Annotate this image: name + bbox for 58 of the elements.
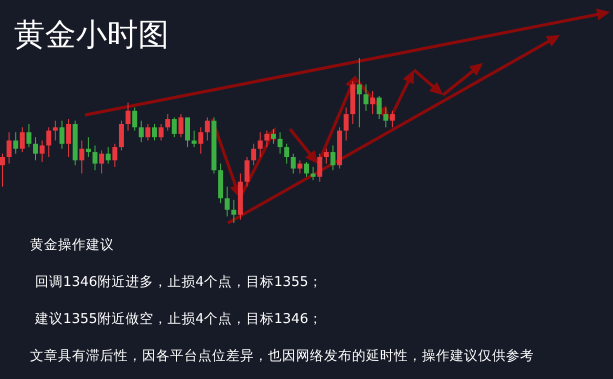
candlestick	[13, 132, 18, 154]
candlestick	[264, 130, 270, 148]
candlestick	[251, 143, 256, 166]
candlestick	[317, 153, 322, 182]
candlestick	[330, 144, 336, 171]
candlestick	[152, 124, 157, 141]
candlestick	[297, 160, 302, 174]
candlestick	[40, 140, 45, 162]
candlestick	[79, 140, 84, 174]
candlestick	[86, 136, 91, 158]
candlestick	[356, 58, 362, 128]
text: 建议1355附近做空，止损4个点，目标1346；	[35, 310, 322, 328]
candlestick	[99, 150, 104, 174]
text: 文章具有滞后性，因各平台点位差异，也因网络发布的延时性，操作建议仅供参考	[30, 347, 534, 365]
candlestick	[278, 132, 283, 154]
candlestick	[66, 118, 72, 158]
candlestick	[258, 132, 263, 158]
candlestick	[244, 156, 250, 188]
candlestick	[6, 132, 12, 164]
candlestick	[0, 153, 5, 188]
candlestick	[126, 102, 131, 132]
candlestick	[390, 110, 395, 128]
candlestick	[324, 148, 329, 164]
candlestick	[231, 199, 236, 224]
candlestick	[132, 107, 138, 132]
candlestick	[304, 161, 309, 178]
candlestick	[178, 114, 184, 138]
candlestick	[344, 107, 349, 141]
candlestick	[192, 130, 197, 148]
candlestick	[364, 84, 368, 112]
candlestick	[20, 126, 25, 153]
candlestick	[270, 128, 276, 144]
candlestick	[52, 120, 58, 141]
candlestick	[383, 107, 388, 128]
candlestick	[26, 124, 32, 148]
candlestick	[284, 143, 290, 164]
candlestick	[165, 114, 170, 132]
candlestick	[118, 120, 124, 151]
candlestick	[310, 166, 316, 181]
candlestick	[370, 90, 376, 115]
candlestick	[376, 95, 382, 120]
text: 黄金操作建议	[30, 236, 114, 254]
candlestick	[158, 124, 164, 141]
candlestick	[92, 144, 98, 171]
candlestick	[46, 126, 52, 158]
candlestick	[59, 120, 64, 150]
candlestick	[198, 126, 204, 154]
candlestick	[106, 146, 111, 164]
chart-title: 黄金小时图	[14, 16, 169, 55]
candlestick	[33, 136, 38, 161]
candlestick	[145, 124, 150, 141]
candlestick	[112, 143, 118, 168]
candlestick	[185, 116, 190, 148]
text: 回调1346附近进多，止损4个点，目标1355；	[35, 273, 322, 291]
candlestick	[172, 116, 177, 138]
candlestick	[224, 186, 230, 217]
candlestick	[290, 153, 296, 174]
candlestick	[204, 116, 210, 141]
